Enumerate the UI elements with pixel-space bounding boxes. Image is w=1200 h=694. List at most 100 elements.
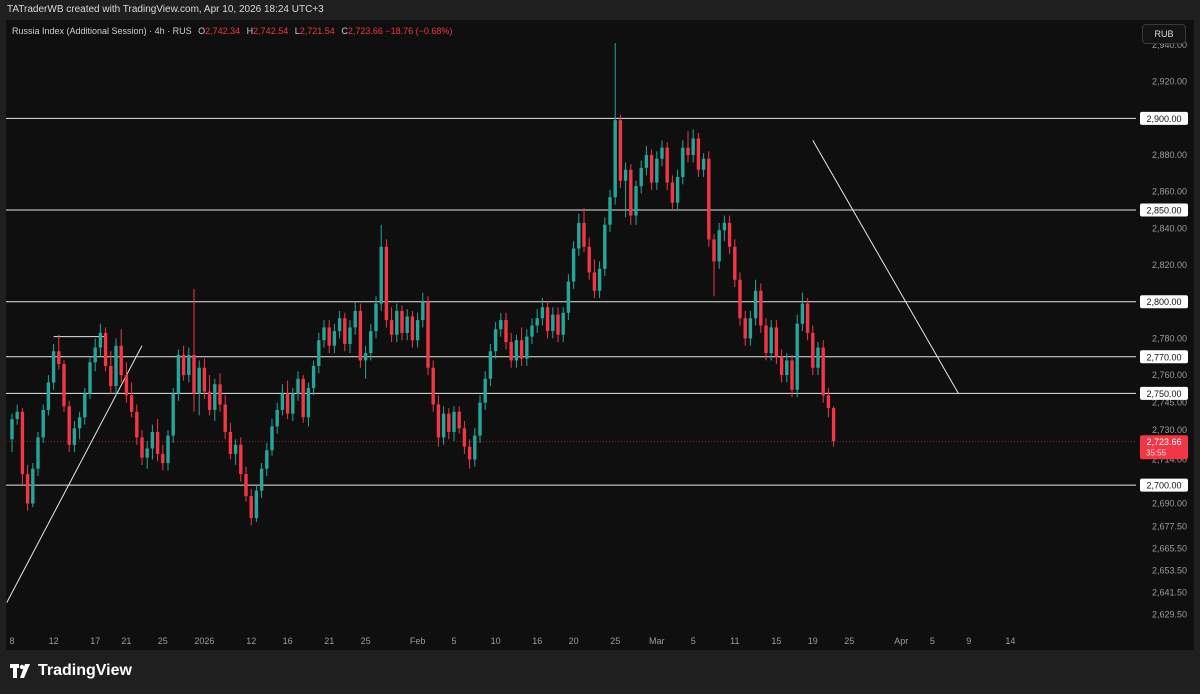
candle-body <box>363 353 368 361</box>
candle-body <box>540 307 545 319</box>
candle <box>36 431 40 476</box>
candle <box>187 347 191 383</box>
time-tick-label: 5 <box>930 636 935 646</box>
candle <box>10 413 14 453</box>
candle-body <box>727 222 732 247</box>
time-tick-label: 21 <box>121 636 131 646</box>
time-tick-label: Mar <box>649 636 665 646</box>
candle-body <box>405 316 409 333</box>
candle-body <box>467 446 472 460</box>
time-tick-label: 16 <box>532 636 542 646</box>
candle <box>821 340 825 403</box>
candle-body <box>353 310 357 328</box>
candle <box>577 213 581 256</box>
candle-body <box>62 364 66 407</box>
level-price-label: 2,700.00 <box>1140 478 1188 492</box>
candle-body <box>545 307 550 332</box>
time-tick-label: 10 <box>491 636 501 646</box>
candle <box>46 375 51 416</box>
candle <box>774 320 779 365</box>
candle <box>629 164 633 225</box>
candle <box>790 354 794 398</box>
candle <box>535 309 539 333</box>
time-tick-label: 25 <box>361 636 371 646</box>
chart-frame[interactable]: 2,940.00 2,920.00 2,880.00 2,860.00 2,840.00… <box>6 20 1194 650</box>
horizontal-levels <box>6 117 1136 486</box>
candle <box>62 360 66 412</box>
level-label-text: 2,750.00 <box>1146 389 1181 399</box>
price-tick-label: 2,745.00 <box>1152 398 1187 408</box>
candle <box>816 342 820 376</box>
candle-body <box>98 332 103 348</box>
candle-body <box>119 345 123 376</box>
candle-body <box>649 155 654 183</box>
close-label: C <box>341 26 348 36</box>
candle-body <box>447 413 451 432</box>
price-chart[interactable]: 2,940.00 2,920.00 2,880.00 2,860.00 2,840.00… <box>6 20 1194 650</box>
level-label-box <box>1140 350 1188 364</box>
candle <box>249 488 253 526</box>
candle-body <box>46 382 51 410</box>
candle-body <box>379 246 383 304</box>
candle <box>811 325 815 376</box>
candle-body <box>244 474 248 497</box>
time-axis: 8 12 17 21 25 2026 12 16 21 25 Feb 5 10 16 20 25 Mar 5 11 1… <box>9 636 1015 646</box>
candle-body <box>176 354 181 394</box>
candle-body <box>634 186 638 216</box>
brand-name: TradingView <box>38 662 132 679</box>
candle <box>592 259 597 299</box>
time-tick-label: 2026 <box>194 636 214 646</box>
candle-body <box>499 320 503 330</box>
candle <box>696 133 701 178</box>
candle <box>457 406 461 434</box>
candle <box>31 463 35 508</box>
candle <box>566 274 571 321</box>
candle <box>764 318 768 361</box>
candle <box>83 387 87 425</box>
candle <box>603 217 607 277</box>
countdown-text: 35:55 <box>1146 449 1167 458</box>
candle <box>483 371 487 410</box>
level-label-text: 2,700.00 <box>1146 481 1181 491</box>
candle-body <box>800 303 805 324</box>
candle <box>545 301 550 339</box>
candle <box>733 239 737 288</box>
candle-body <box>83 393 87 418</box>
candle-body <box>514 340 519 361</box>
tradingview-logo[interactable]: TradingView <box>10 662 132 680</box>
candle <box>72 420 77 453</box>
candle-body <box>192 354 196 394</box>
candle-body <box>20 411 25 475</box>
candle <box>192 288 196 412</box>
candle-body <box>306 387 311 418</box>
candle-body <box>530 325 534 337</box>
candle <box>202 358 207 399</box>
candle <box>379 224 383 311</box>
candle-body <box>623 169 628 181</box>
candle <box>275 402 279 434</box>
candle <box>587 237 591 280</box>
price-tick-label: 2,940.00 <box>1152 40 1187 50</box>
candle-body <box>249 496 253 519</box>
candle-body <box>415 320 420 341</box>
candle-body <box>228 431 233 454</box>
candle-body <box>493 329 498 352</box>
time-tick-label: 12 <box>246 636 256 646</box>
candle <box>161 444 165 471</box>
candle-body <box>785 360 789 376</box>
candle <box>805 298 810 341</box>
candle <box>311 360 316 396</box>
candle-body <box>712 239 716 262</box>
candle <box>322 320 326 348</box>
candle-body <box>291 393 295 414</box>
candle-body <box>551 314 555 332</box>
time-tick-label: 12 <box>49 636 59 646</box>
candle-body <box>140 437 144 458</box>
candle-body <box>187 354 191 376</box>
current-price-label: 2,723.66 35:55 <box>1140 435 1188 460</box>
candle <box>623 162 628 218</box>
candle-body <box>36 437 40 469</box>
candle-body <box>816 347 820 368</box>
currency-button[interactable]: RUB <box>1142 24 1186 44</box>
candle <box>15 404 19 425</box>
